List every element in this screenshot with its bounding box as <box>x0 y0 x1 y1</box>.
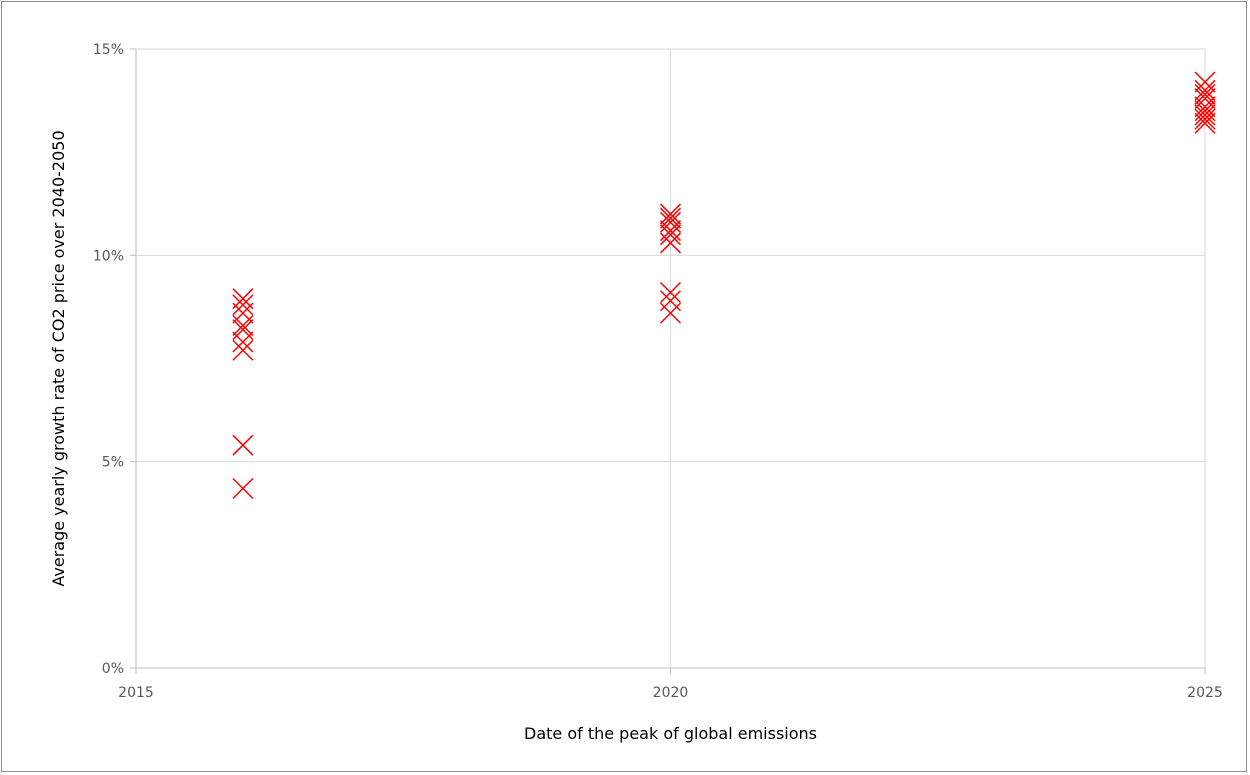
data-point <box>659 203 682 225</box>
x-axis-label: Date of the peak of global emissions <box>524 724 817 743</box>
data-points <box>232 71 1216 500</box>
data-point <box>232 314 254 337</box>
data-point <box>659 281 682 304</box>
data-point <box>232 288 254 310</box>
data-point <box>659 290 682 312</box>
data-point <box>232 331 254 353</box>
data-point <box>1194 79 1216 101</box>
data-point <box>232 319 254 341</box>
y-tick-labels: 0% 5% 10% 15% <box>93 42 124 677</box>
x-tick-label: 2025 <box>1187 685 1223 701</box>
y-tick-label: 15% <box>93 42 124 58</box>
data-point <box>659 224 682 246</box>
data-point <box>659 232 682 254</box>
data-point <box>232 339 254 361</box>
x-tick-labels: 2015 2020 2025 <box>118 685 1223 701</box>
data-point <box>232 477 254 500</box>
data-point <box>232 302 254 324</box>
y-axis-label: Average yearly growth rate of CO2 price … <box>49 130 68 586</box>
y-tick-label: 0% <box>102 661 124 677</box>
x-tick-label: 2020 <box>653 685 689 701</box>
data-point <box>1194 108 1216 130</box>
data-point <box>1194 112 1216 134</box>
data-point <box>232 434 254 456</box>
data-point <box>1194 104 1216 126</box>
gridlines <box>136 48 1206 668</box>
x-tick-label: 2015 <box>118 685 154 701</box>
y-tick-label: 5% <box>102 455 124 471</box>
data-point <box>232 294 254 316</box>
axes <box>130 48 1206 674</box>
y-tick-label: 10% <box>93 248 124 264</box>
